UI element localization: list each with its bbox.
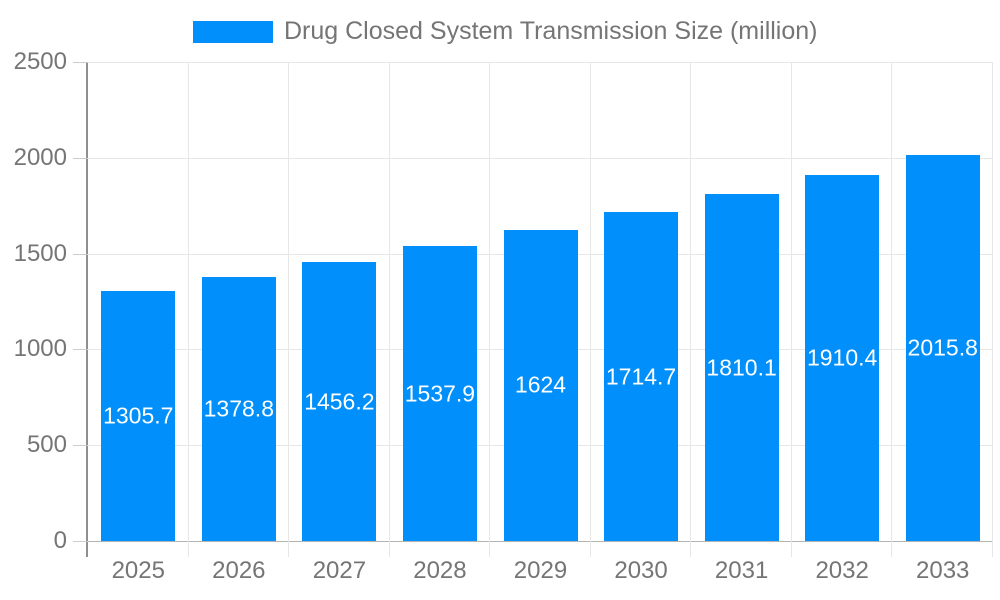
y-axis-tick [73,62,88,63]
bar[interactable]: 1456.2 [302,262,377,541]
bar[interactable]: 1810.1 [704,194,779,541]
y-axis-tick [73,253,88,255]
y-axis-label: 1500 [13,239,67,267]
bar[interactable]: 1537.9 [402,246,477,541]
x-axis-label: 2026 [212,557,266,584]
bar[interactable]: 1910.4 [805,174,880,541]
bar[interactable]: 1714.7 [604,212,679,541]
y-axis-tick [73,541,88,542]
y-axis-tick [73,349,88,351]
legend-label[interactable]: Drug Closed System Transmission Size (mi… [284,17,818,45]
y-axis-line [86,62,88,557]
v-gridline [489,62,491,557]
x-axis-label: 2025 [111,557,165,584]
bar-value-label: 1537.9 [404,380,476,407]
y-axis-label: 0 [53,527,67,554]
x-axis-label: 2027 [312,557,367,584]
y-axis-label: 1000 [13,335,67,363]
v-gridline [388,62,390,557]
v-gridline [288,62,290,557]
x-axis-label: 2030 [614,557,668,584]
v-gridline [187,62,189,557]
v-gridline [992,62,993,557]
bar-value-label: 1378.8 [203,395,274,422]
v-gridline [690,62,692,557]
bar[interactable]: 1624 [503,229,578,541]
h-gridline [88,157,993,159]
h-gridline [88,62,993,63]
bar[interactable]: 1378.8 [201,276,276,541]
bar[interactable]: 1305.7 [101,290,176,541]
legend-swatch[interactable] [193,21,273,43]
bar-value-label: 1305.7 [103,402,174,429]
v-gridline [891,62,893,557]
x-axis-label: 2033 [916,557,970,584]
bar-value-label: 2015.8 [907,334,978,361]
bar-value-label: 1810.1 [706,354,777,381]
bar[interactable]: 2015.8 [905,154,980,541]
y-axis-label: 500 [26,431,67,459]
bar-value-label: 1714.7 [605,363,677,390]
y-axis-label: 2000 [13,143,67,171]
bar-value-label: 1624 [514,371,567,398]
v-gridline [589,62,591,557]
x-axis-label: 2032 [815,557,869,584]
plot-area: 1305.7 1378.8 1456.2 1537.9 1624 1714.7 1810.1… [88,62,993,557]
x-axis-label: 2029 [513,557,568,584]
h-gridline [88,541,993,542]
y-axis-tick [73,157,88,159]
v-gridline [790,62,792,557]
y-axis-tick [73,445,88,447]
bar-value-label: 1910.4 [806,344,878,371]
bar-value-label: 1456.2 [304,388,375,414]
x-axis-label: 2028 [413,557,467,584]
y-axis-label: 2500 [13,48,67,75]
x-axis-label: 2031 [714,557,769,584]
